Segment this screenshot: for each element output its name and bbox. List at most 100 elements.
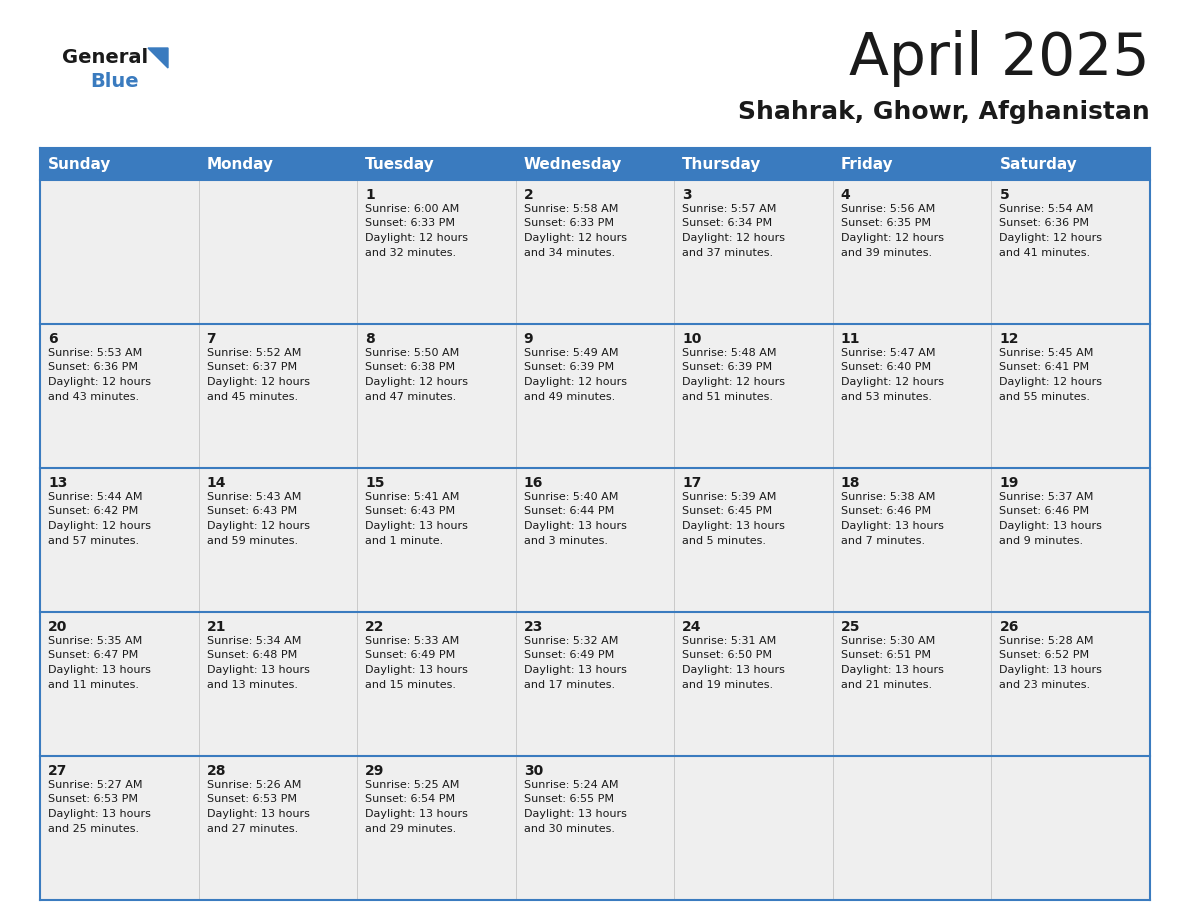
Text: Daylight: 13 hours: Daylight: 13 hours	[524, 809, 626, 819]
Bar	[40, 180, 1150, 324]
Text: Daylight: 12 hours: Daylight: 12 hours	[48, 521, 151, 531]
Bar	[40, 468, 1150, 612]
Text: Sunset: 6:36 PM: Sunset: 6:36 PM	[999, 218, 1089, 229]
Text: Sunday: Sunday	[48, 156, 112, 172]
Text: Sunrise: 5:50 AM: Sunrise: 5:50 AM	[365, 348, 460, 358]
Text: 3: 3	[682, 188, 691, 202]
Text: Daylight: 13 hours: Daylight: 13 hours	[48, 809, 151, 819]
Text: 13: 13	[48, 476, 68, 490]
Text: and 39 minutes.: and 39 minutes.	[841, 248, 931, 258]
Text: Sunset: 6:49 PM: Sunset: 6:49 PM	[524, 651, 614, 660]
Text: Daylight: 13 hours: Daylight: 13 hours	[48, 665, 151, 675]
Text: Sunrise: 5:53 AM: Sunrise: 5:53 AM	[48, 348, 143, 358]
Text: Sunrise: 5:45 AM: Sunrise: 5:45 AM	[999, 348, 1094, 358]
Text: 20: 20	[48, 620, 68, 634]
Text: Daylight: 13 hours: Daylight: 13 hours	[999, 521, 1102, 531]
Text: 2: 2	[524, 188, 533, 202]
Text: 21: 21	[207, 620, 226, 634]
Text: Sunset: 6:39 PM: Sunset: 6:39 PM	[682, 363, 772, 373]
Text: Saturday: Saturday	[999, 156, 1078, 172]
Text: Sunset: 6:41 PM: Sunset: 6:41 PM	[999, 363, 1089, 373]
Text: Sunset: 6:35 PM: Sunset: 6:35 PM	[841, 218, 931, 229]
Text: Sunset: 6:37 PM: Sunset: 6:37 PM	[207, 363, 297, 373]
Text: Sunrise: 5:58 AM: Sunrise: 5:58 AM	[524, 204, 618, 214]
Text: Sunrise: 5:34 AM: Sunrise: 5:34 AM	[207, 636, 301, 646]
Bar	[40, 324, 1150, 468]
Text: Sunrise: 5:41 AM: Sunrise: 5:41 AM	[365, 492, 460, 502]
Text: and 55 minutes.: and 55 minutes.	[999, 391, 1091, 401]
Text: and 45 minutes.: and 45 minutes.	[207, 391, 298, 401]
Text: Sunset: 6:42 PM: Sunset: 6:42 PM	[48, 507, 138, 517]
Text: Daylight: 13 hours: Daylight: 13 hours	[524, 521, 626, 531]
Text: Sunset: 6:33 PM: Sunset: 6:33 PM	[524, 218, 614, 229]
Text: and 32 minutes.: and 32 minutes.	[365, 248, 456, 258]
Text: Sunrise: 5:47 AM: Sunrise: 5:47 AM	[841, 348, 935, 358]
Text: Daylight: 12 hours: Daylight: 12 hours	[207, 377, 310, 387]
Text: Sunset: 6:53 PM: Sunset: 6:53 PM	[48, 794, 138, 804]
Text: Sunset: 6:43 PM: Sunset: 6:43 PM	[365, 507, 455, 517]
Text: Sunrise: 5:26 AM: Sunrise: 5:26 AM	[207, 780, 301, 790]
Text: and 53 minutes.: and 53 minutes.	[841, 391, 931, 401]
Text: and 25 minutes.: and 25 minutes.	[48, 823, 139, 834]
Text: April 2025: April 2025	[849, 30, 1150, 87]
Text: and 1 minute.: and 1 minute.	[365, 535, 443, 545]
Text: Wednesday: Wednesday	[524, 156, 623, 172]
Text: Monday: Monday	[207, 156, 273, 172]
Text: 25: 25	[841, 620, 860, 634]
Text: Sunrise: 5:24 AM: Sunrise: 5:24 AM	[524, 780, 618, 790]
Text: Sunset: 6:43 PM: Sunset: 6:43 PM	[207, 507, 297, 517]
Text: and 15 minutes.: and 15 minutes.	[365, 679, 456, 689]
Text: Sunrise: 5:25 AM: Sunrise: 5:25 AM	[365, 780, 460, 790]
Text: Sunrise: 5:57 AM: Sunrise: 5:57 AM	[682, 204, 777, 214]
Text: Sunset: 6:51 PM: Sunset: 6:51 PM	[841, 651, 931, 660]
Text: and 57 minutes.: and 57 minutes.	[48, 535, 139, 545]
Text: Daylight: 12 hours: Daylight: 12 hours	[682, 233, 785, 243]
Text: 30: 30	[524, 764, 543, 778]
Text: 27: 27	[48, 764, 68, 778]
Text: 28: 28	[207, 764, 226, 778]
Text: and 37 minutes.: and 37 minutes.	[682, 248, 773, 258]
Text: Daylight: 13 hours: Daylight: 13 hours	[524, 665, 626, 675]
Text: Sunset: 6:54 PM: Sunset: 6:54 PM	[365, 794, 455, 804]
Text: 26: 26	[999, 620, 1019, 634]
Text: Daylight: 13 hours: Daylight: 13 hours	[841, 521, 943, 531]
Text: Sunset: 6:46 PM: Sunset: 6:46 PM	[841, 507, 931, 517]
Text: Sunset: 6:33 PM: Sunset: 6:33 PM	[365, 218, 455, 229]
Text: Daylight: 13 hours: Daylight: 13 hours	[682, 521, 785, 531]
Text: Sunrise: 5:56 AM: Sunrise: 5:56 AM	[841, 204, 935, 214]
Text: and 7 minutes.: and 7 minutes.	[841, 535, 925, 545]
Text: Daylight: 12 hours: Daylight: 12 hours	[682, 377, 785, 387]
Text: Daylight: 13 hours: Daylight: 13 hours	[365, 521, 468, 531]
Text: and 21 minutes.: and 21 minutes.	[841, 679, 931, 689]
Text: 18: 18	[841, 476, 860, 490]
Text: Shahrak, Ghowr, Afghanistan: Shahrak, Ghowr, Afghanistan	[738, 100, 1150, 124]
Text: Sunrise: 5:30 AM: Sunrise: 5:30 AM	[841, 636, 935, 646]
Text: Daylight: 13 hours: Daylight: 13 hours	[999, 665, 1102, 675]
Polygon shape	[148, 48, 168, 68]
Text: Sunrise: 5:39 AM: Sunrise: 5:39 AM	[682, 492, 777, 502]
Text: 9: 9	[524, 332, 533, 346]
Text: Sunrise: 5:28 AM: Sunrise: 5:28 AM	[999, 636, 1094, 646]
Text: General: General	[62, 48, 148, 67]
Text: Tuesday: Tuesday	[365, 156, 435, 172]
Text: 12: 12	[999, 332, 1019, 346]
Text: 15: 15	[365, 476, 385, 490]
Text: Blue: Blue	[90, 72, 139, 91]
Text: Sunset: 6:38 PM: Sunset: 6:38 PM	[365, 363, 455, 373]
Text: and 19 minutes.: and 19 minutes.	[682, 679, 773, 689]
Text: Daylight: 13 hours: Daylight: 13 hours	[841, 665, 943, 675]
Text: Sunrise: 5:38 AM: Sunrise: 5:38 AM	[841, 492, 935, 502]
Text: Sunset: 6:49 PM: Sunset: 6:49 PM	[365, 651, 455, 660]
Text: Sunset: 6:44 PM: Sunset: 6:44 PM	[524, 507, 614, 517]
Text: and 9 minutes.: and 9 minutes.	[999, 535, 1083, 545]
Text: Daylight: 13 hours: Daylight: 13 hours	[207, 665, 309, 675]
Text: and 49 minutes.: and 49 minutes.	[524, 391, 615, 401]
Text: Sunset: 6:36 PM: Sunset: 6:36 PM	[48, 363, 138, 373]
Bar	[40, 148, 1150, 180]
Text: Daylight: 12 hours: Daylight: 12 hours	[48, 377, 151, 387]
Text: Friday: Friday	[841, 156, 893, 172]
Text: 10: 10	[682, 332, 702, 346]
Text: Sunrise: 5:32 AM: Sunrise: 5:32 AM	[524, 636, 618, 646]
Text: and 29 minutes.: and 29 minutes.	[365, 823, 456, 834]
Text: Daylight: 12 hours: Daylight: 12 hours	[207, 521, 310, 531]
